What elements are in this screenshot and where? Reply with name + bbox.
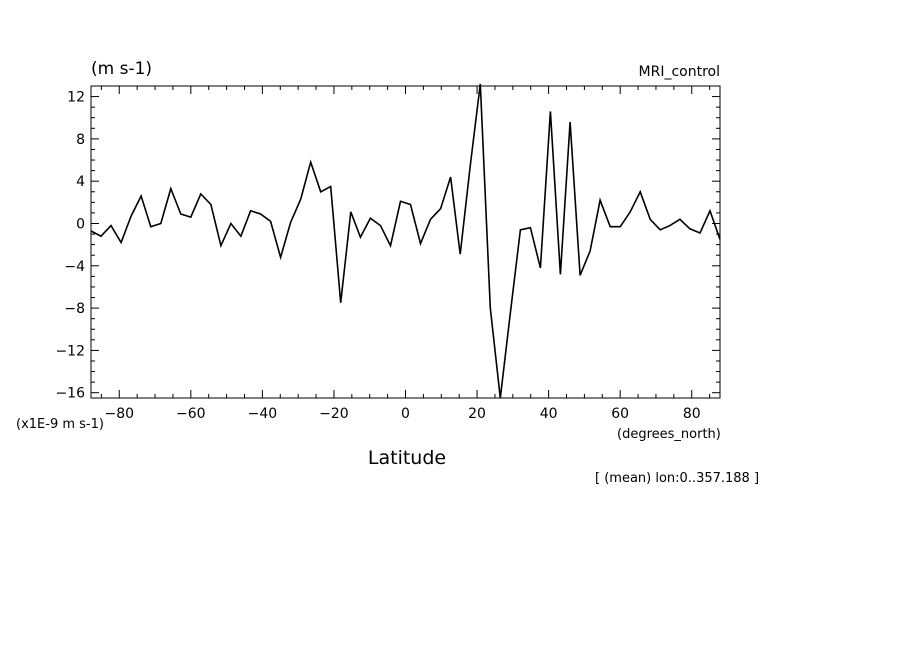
x-tick-label: 80 — [683, 406, 701, 422]
y-scale-label: (x1E-9 m s-1) — [16, 417, 104, 432]
y-tick-label: 12 — [67, 90, 85, 106]
plot-frame — [90, 85, 721, 399]
y-tick-label: −12 — [55, 343, 85, 359]
x-tick-label: 0 — [401, 406, 410, 422]
y-tick-label: −4 — [64, 259, 85, 275]
subtitle: [ (mean) lon:0..357.188 ] — [595, 471, 759, 486]
chart-title: MRI_control — [639, 64, 720, 80]
y-axis: 12 8 4 0 −4 −8 −12 −16 — [55, 90, 720, 402]
y-tick-label: −8 — [64, 301, 85, 317]
y-units-label: (m s-1) — [91, 59, 152, 79]
x-tick-label: −40 — [248, 406, 278, 422]
x-axis: −80 −60 −40 −20 0 20 40 60 80 — [100, 86, 711, 422]
x-units-label: (degrees_north) — [617, 427, 721, 442]
x-tick-label: −20 — [319, 406, 349, 422]
y-tick-label: 0 — [76, 216, 85, 232]
y-tick-label: 8 — [76, 132, 85, 148]
y-tick-label: −16 — [55, 386, 85, 402]
y-tick-label: 4 — [76, 174, 85, 190]
x-tick-label: −60 — [176, 406, 206, 422]
x-tick-label: −80 — [104, 406, 134, 422]
x-tick-label: 40 — [540, 406, 558, 422]
series-line — [90, 83, 721, 399]
x-tick-label: 60 — [611, 406, 629, 422]
x-tick-label: 20 — [468, 406, 486, 422]
x-axis-label: Latitude — [368, 447, 446, 469]
